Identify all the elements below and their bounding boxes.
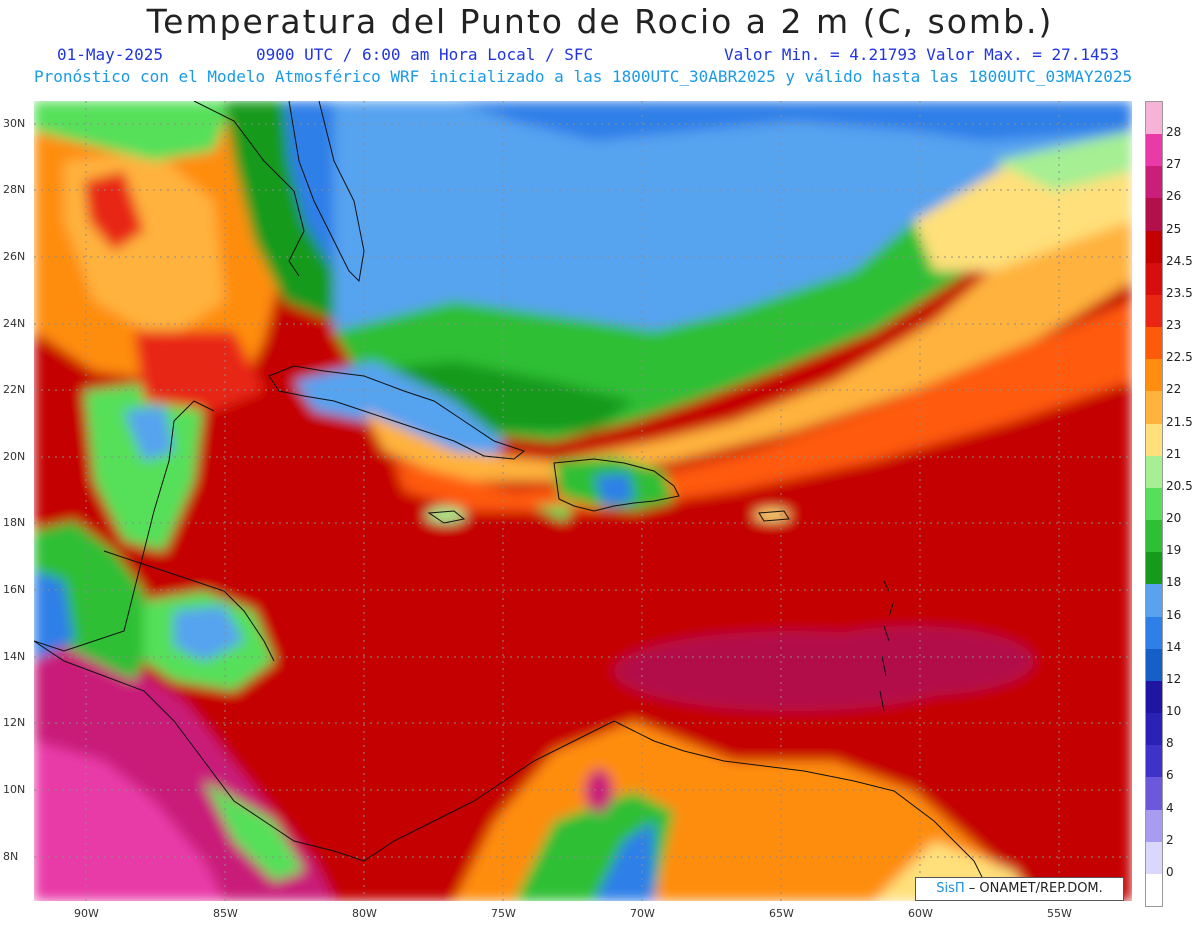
- colorbar-swatch: [1146, 134, 1162, 167]
- lat-label: 22N: [3, 383, 26, 396]
- lon-label: 65W: [769, 907, 794, 920]
- date-label: 01-May-2025: [57, 45, 163, 64]
- lon-label: 75W: [491, 907, 516, 920]
- colorbar-label: 20: [1166, 511, 1182, 526]
- lat-label: 12N: [3, 716, 26, 729]
- colorbar-swatch: [1146, 873, 1162, 907]
- lat-label: 16N: [3, 583, 26, 596]
- colorbar-label: 20.5: [1166, 478, 1193, 493]
- colorbar-swatch: [1146, 423, 1162, 457]
- brand-logo: SisΠ: [936, 881, 965, 896]
- lon-label: 90W: [74, 907, 99, 920]
- colorbar-swatch: [1146, 262, 1162, 296]
- lat-label: 10N: [3, 783, 26, 796]
- colorbar-swatch: [1146, 198, 1162, 232]
- lat-label: 20N: [3, 450, 26, 463]
- colorbar-label: 28: [1166, 125, 1182, 140]
- colorbar-swatch: [1146, 359, 1162, 392]
- colorbar-swatch: [1146, 294, 1162, 328]
- colorbar-label: 19: [1166, 543, 1182, 558]
- colorbar-label: 22.5: [1166, 350, 1193, 365]
- lon-label: 70W: [630, 907, 655, 920]
- colorbar-label: 23: [1166, 318, 1182, 333]
- coastlines: [34, 101, 995, 901]
- colorbar-swatch: [1146, 584, 1162, 618]
- colorbar-swatch: [1146, 777, 1162, 811]
- credit-box: SisΠ – ONAMET/REP.DOM.: [915, 877, 1124, 901]
- lat-label: 14N: [3, 650, 26, 663]
- dewpoint-field: [34, 101, 1132, 901]
- lat-label: 8N: [3, 850, 19, 863]
- colorbar-label: 10: [1166, 704, 1182, 719]
- colorbar-label: 12: [1166, 671, 1182, 686]
- lat-label: 24N: [3, 317, 26, 330]
- colorbar-label: 25: [1166, 221, 1182, 236]
- min-max-label: Valor Min. = 4.21793 Valor Max. = 27.145…: [724, 45, 1119, 64]
- colorbar-label: 18: [1166, 575, 1182, 590]
- lon-label: 60W: [908, 907, 933, 920]
- colorbar-swatch: [1146, 713, 1162, 746]
- lat-label: 28N: [3, 183, 26, 196]
- colorbar-label: 4: [1166, 800, 1174, 815]
- lat-label: 18N: [3, 516, 26, 529]
- colorbar-label: 26: [1166, 189, 1182, 204]
- lat-label: 26N: [3, 250, 26, 263]
- colorbar-swatch: [1146, 166, 1162, 199]
- colorbar-swatch: [1146, 520, 1162, 553]
- dewpoint-map: [34, 101, 1132, 901]
- colorbar-swatch: [1146, 809, 1162, 843]
- colorbar-swatch: [1146, 648, 1162, 682]
- lon-label: 80W: [352, 907, 377, 920]
- colorbar-swatch: [1146, 455, 1162, 489]
- colorbar-label: 27: [1166, 157, 1182, 172]
- lat-label: 30N: [3, 117, 26, 130]
- colorbar-label: 22: [1166, 382, 1182, 397]
- colorbar-swatch: [1146, 391, 1162, 425]
- colorbar-swatch: [1146, 230, 1162, 264]
- colorbar-label: 0: [1166, 864, 1174, 879]
- lon-label: 85W: [213, 907, 238, 920]
- colorbar-label: 14: [1166, 639, 1182, 654]
- time-label: 0900 UTC / 6:00 am Hora Local / SFC: [256, 45, 594, 64]
- map-title: Temperatura del Punto de Rocio a 2 m (C,…: [146, 2, 1054, 41]
- colorbar-label: 16: [1166, 607, 1182, 622]
- colorbar: [1145, 101, 1163, 907]
- colorbar-swatch: [1146, 745, 1162, 778]
- lon-label: 55W: [1047, 907, 1072, 920]
- colorbar-label: 8: [1166, 736, 1174, 751]
- colorbar-swatch: [1146, 616, 1162, 650]
- colorbar-label: 2: [1166, 832, 1174, 847]
- colorbar-swatch: [1146, 552, 1162, 585]
- colorbar-swatch: [1146, 841, 1162, 875]
- colorbar-label: 23.5: [1166, 285, 1193, 300]
- credit-text: – ONAMET/REP.DOM.: [968, 881, 1103, 896]
- colorbar-swatch: [1146, 487, 1162, 521]
- colorbar-label: 21: [1166, 446, 1182, 461]
- colorbar-label: 21.5: [1166, 414, 1193, 429]
- model-info-label: Pronóstico con el Modelo Atmosférico WRF…: [34, 67, 1133, 86]
- colorbar-swatch: [1146, 327, 1162, 360]
- colorbar-swatch: [1146, 102, 1162, 135]
- colorbar-label: 6: [1166, 768, 1174, 783]
- shaded-field: [34, 101, 1132, 901]
- colorbar-swatch: [1146, 680, 1162, 714]
- colorbar-label: 24.5: [1166, 253, 1193, 268]
